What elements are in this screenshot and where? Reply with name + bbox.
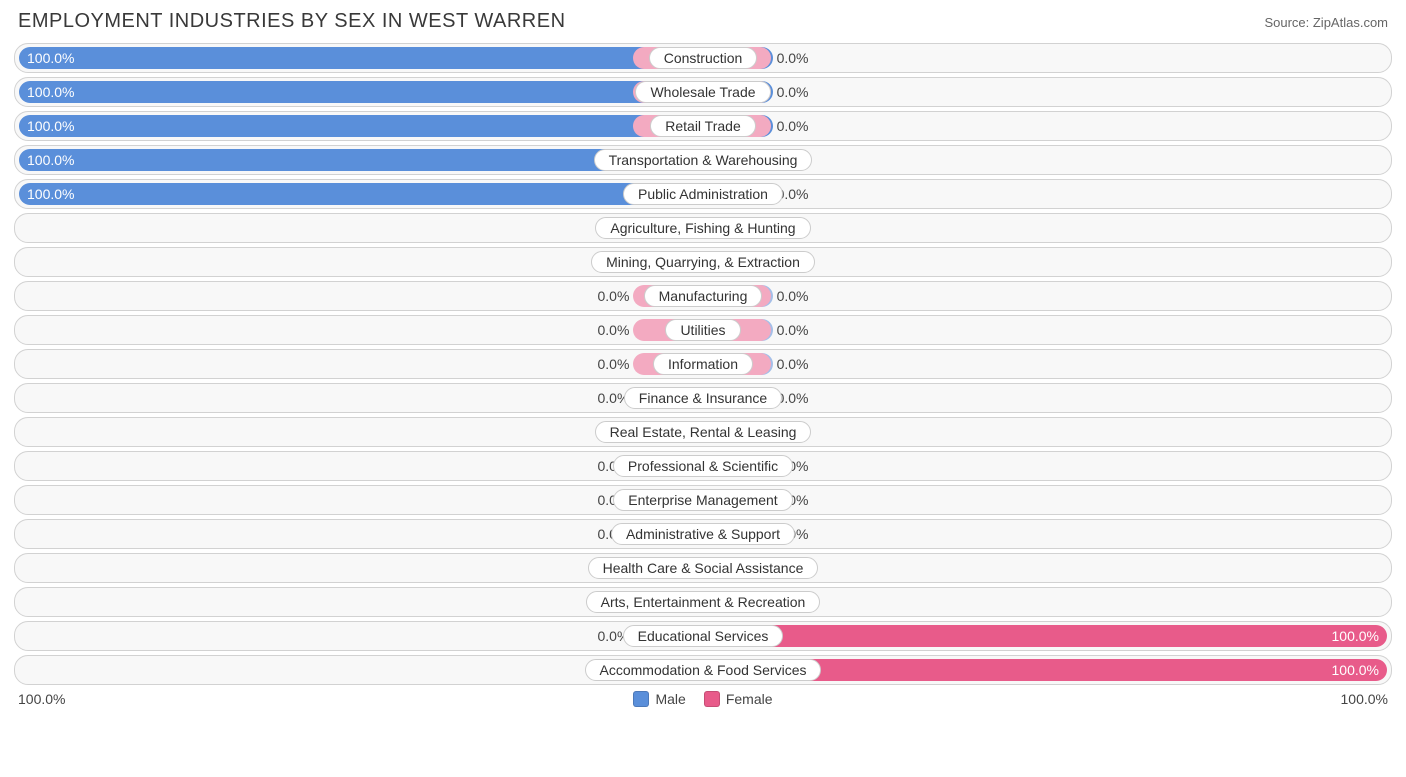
chart-title: EMPLOYMENT INDUSTRIES BY SEX IN WEST WAR… [18,10,566,33]
male-pct: 0.0% [597,322,629,338]
row-label: Finance & Insurance [624,387,782,409]
axis-left-label: 100.0% [18,691,98,707]
female-pct: 0.0% [777,118,809,134]
chart-row: 0.0%100.0%Educational Services [14,621,1392,651]
chart-header: EMPLOYMENT INDUSTRIES BY SEX IN WEST WAR… [14,10,1392,43]
chart-row: 100.0%0.0%Transportation & Warehousing [14,145,1392,175]
chart-row: 0.0%0.0%Arts, Entertainment & Recreation [14,587,1392,617]
row-label: Public Administration [623,183,783,205]
female-pct: 100.0% [1332,662,1379,678]
male-pct: 100.0% [27,50,74,66]
female-pct: 0.0% [777,50,809,66]
male-pct: 100.0% [27,152,74,168]
chart-row: 0.0%0.0%Professional & Scientific [14,451,1392,481]
row-label: Mining, Quarrying, & Extraction [591,251,815,273]
row-label: Information [653,353,753,375]
male-pct: 0.0% [597,356,629,372]
row-label: Retail Trade [650,115,755,137]
legend-swatch-male [633,691,649,707]
chart-row: 0.0% 0.0% Utilities [14,315,1392,345]
row-label: Manufacturing [644,285,763,307]
chart-row: 0.0%0.0%Enterprise Management [14,485,1392,515]
chart-row: 100.0%0.0%Public Administration [14,179,1392,209]
row-label: Enterprise Management [613,489,792,511]
chart-row: 0.0%0.0%Finance & Insurance [14,383,1392,413]
row-label: Administrative & Support [611,523,795,545]
chart-footer: 100.0% Male Female 100.0% [14,685,1392,707]
row-label: Professional & Scientific [613,455,793,477]
female-pct: 0.0% [777,84,809,100]
chart-row: 0.0%0.0%Administrative & Support [14,519,1392,549]
row-label: Agriculture, Fishing & Hunting [595,217,810,239]
chart-row: 0.0% 0.0% Information [14,349,1392,379]
chart-source: Source: ZipAtlas.com [1264,15,1388,30]
chart-row: 0.0%0.0%Mining, Quarrying, & Extraction [14,247,1392,277]
legend-item-female: Female [704,691,773,707]
chart-row: 100.0% 0.0% Construction [14,43,1392,73]
chart-row: 0.0% 0.0% Manufacturing [14,281,1392,311]
row-label: Transportation & Warehousing [594,149,813,171]
legend-label-male: Male [655,691,685,707]
row-label: Accommodation & Food Services [585,659,822,681]
row-label: Health Care & Social Assistance [588,557,819,579]
row-label: Real Estate, Rental & Leasing [595,421,812,443]
chart-row: 0.0%0.0%Real Estate, Rental & Leasing [14,417,1392,447]
legend: Male Female [98,691,1308,707]
chart-row: 0.0%0.0%Health Care & Social Assistance [14,553,1392,583]
row-label: Arts, Entertainment & Recreation [586,591,821,613]
legend-item-male: Male [633,691,685,707]
male-pct: 100.0% [27,186,74,202]
legend-swatch-female [704,691,720,707]
female-pct: 0.0% [777,322,809,338]
female-pct: 0.0% [777,356,809,372]
diverging-bar-chart: 100.0% 0.0% Construction 100.0% 0.0% Wholesal… [14,43,1392,685]
chart-row: 100.0% 0.0% Retail Trade [14,111,1392,141]
legend-label-female: Female [726,691,773,707]
chart-row: 100.0% 0.0% Wholesale Trade [14,77,1392,107]
row-label: Construction [649,47,758,69]
axis-right-label: 100.0% [1308,691,1388,707]
male-pct: 0.0% [597,288,629,304]
male-pct: 100.0% [27,118,74,134]
row-label: Educational Services [623,625,784,647]
female-pct: 100.0% [1332,628,1379,644]
chart-row: 0.0%100.0%Accommodation & Food Services [14,655,1392,685]
female-pct: 0.0% [777,288,809,304]
row-label: Wholesale Trade [635,81,770,103]
chart-row: 0.0%0.0%Agriculture, Fishing & Hunting [14,213,1392,243]
row-label: Utilities [665,319,740,341]
male-pct: 100.0% [27,84,74,100]
